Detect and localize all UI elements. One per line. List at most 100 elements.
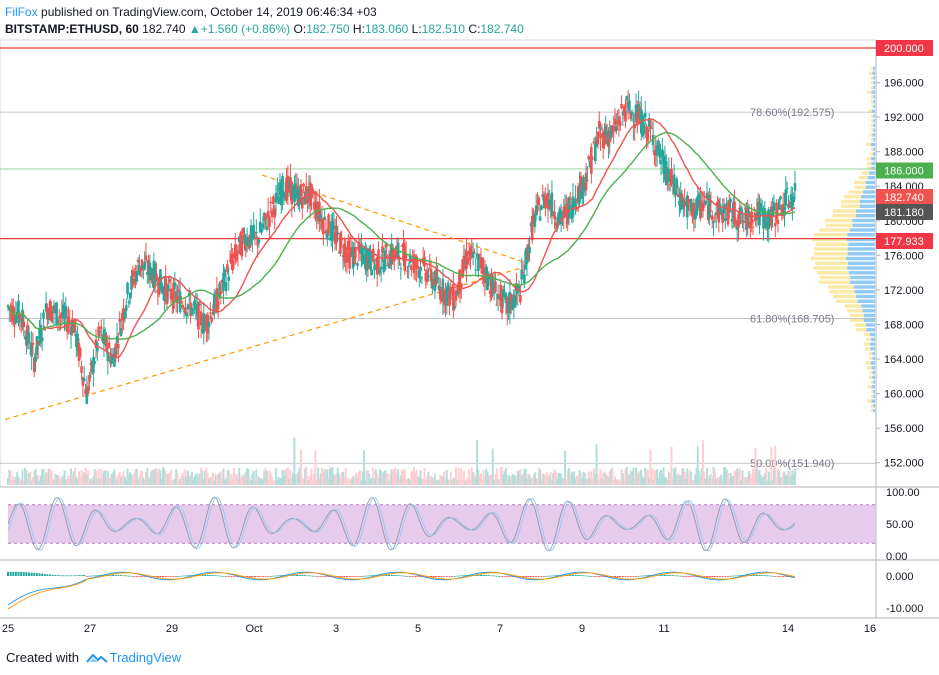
symbol-label: BITSTAMP:ETHUSD, 60 xyxy=(5,22,139,36)
volume-bar xyxy=(738,468,741,485)
publisher-name[interactable]: FilFox xyxy=(5,5,38,19)
volume-profile-bar xyxy=(872,133,875,137)
volume-bar xyxy=(665,477,668,485)
volume-bar xyxy=(786,475,789,485)
candle-body xyxy=(282,193,286,199)
tradingview-brand[interactable]: TradingView xyxy=(109,650,182,665)
candle-body xyxy=(19,319,23,321)
candle-body xyxy=(247,245,250,247)
volume-bar xyxy=(635,467,638,485)
volume-bar xyxy=(138,476,141,485)
volume-bar xyxy=(690,472,693,485)
volume-bar xyxy=(176,473,179,485)
candle-body xyxy=(541,194,545,197)
macd-hist-bar xyxy=(409,576,412,577)
volume-bar xyxy=(522,473,525,485)
volume-bar xyxy=(653,469,656,485)
volume-bar xyxy=(582,471,585,485)
candle-body xyxy=(255,231,258,234)
volume-bar xyxy=(386,473,389,485)
volume-bar xyxy=(715,478,718,485)
candle-body xyxy=(671,181,675,183)
volume-bar xyxy=(58,476,61,485)
volume-profile-bar xyxy=(871,408,874,413)
volume-profile-bar xyxy=(865,361,871,365)
candle-body xyxy=(52,304,56,313)
volume-bar xyxy=(575,475,578,485)
candle-body xyxy=(206,314,210,334)
macd-hist-bar xyxy=(366,575,369,577)
volume-bar xyxy=(152,470,155,485)
macd-hist-bar xyxy=(642,575,645,577)
volume-profile-bar xyxy=(866,166,872,170)
candle-body xyxy=(737,214,740,228)
candle-body xyxy=(674,189,677,195)
macd-pane[interactable]: 0.000-10.000 xyxy=(7,571,923,615)
volume-profile-bar xyxy=(867,399,872,403)
macd-hist-bar xyxy=(508,576,511,577)
candle-body xyxy=(484,266,488,282)
volume-bar xyxy=(637,472,640,485)
volume-bar xyxy=(363,450,366,485)
candle-body xyxy=(268,216,271,227)
candle-body xyxy=(218,283,221,298)
volume-bar xyxy=(430,475,433,485)
macd-hist-bar xyxy=(261,576,264,577)
candle-body xyxy=(364,254,367,270)
candle-body xyxy=(696,195,700,208)
candle-body xyxy=(630,111,634,115)
price-chart[interactable]: 78.60%(192.575)61.80%(168.705)50.00%(151… xyxy=(0,0,939,640)
macd-hist-bar xyxy=(674,575,677,577)
macd-hist-bar xyxy=(85,576,88,577)
volume-bar xyxy=(673,468,676,485)
volume-bar xyxy=(269,472,272,485)
candle-body xyxy=(683,200,686,207)
candle-body xyxy=(219,291,223,295)
candle-body xyxy=(302,183,305,187)
candle-body xyxy=(248,234,252,248)
candle-body xyxy=(679,192,682,210)
macd-hist-bar xyxy=(222,575,225,577)
candle-body xyxy=(362,247,366,251)
volume-bar xyxy=(494,474,497,485)
volume-profile-bar xyxy=(858,176,868,180)
volume-bar xyxy=(125,480,128,485)
macd-hist-bar xyxy=(464,575,467,576)
volume-bar xyxy=(607,476,610,485)
volume-profile-bar xyxy=(873,404,875,408)
volume-bar xyxy=(745,477,748,485)
candle-body xyxy=(13,320,16,324)
volume-profile-bar xyxy=(871,109,875,113)
volume-bar xyxy=(231,478,234,485)
macd-hist-bar xyxy=(235,576,238,577)
volume-bar xyxy=(17,476,20,485)
candle-body xyxy=(650,128,654,130)
volume-bar xyxy=(301,478,304,485)
candle-body xyxy=(164,277,167,296)
macd-hist-bar xyxy=(414,576,417,577)
candle-body xyxy=(708,195,711,218)
candle-body xyxy=(366,256,370,269)
candle-body xyxy=(322,221,325,235)
macd-hist-bar xyxy=(369,575,372,577)
volume-bar xyxy=(415,469,418,485)
volume-profile-bar xyxy=(871,100,874,104)
candle-body xyxy=(420,277,424,279)
candle-body xyxy=(733,201,736,224)
volume-bar xyxy=(518,471,521,485)
macd-hist-bar xyxy=(46,574,49,576)
candle-body xyxy=(373,265,376,271)
volume-bar xyxy=(77,471,80,485)
volume-bar xyxy=(719,476,722,485)
macd-hist-bar xyxy=(348,576,351,577)
volume-bar xyxy=(201,470,204,485)
candles xyxy=(6,90,797,405)
candle-body xyxy=(379,266,383,270)
candle-body xyxy=(402,242,405,261)
candle-body xyxy=(483,272,487,284)
volume-bar xyxy=(31,476,34,485)
candle-body xyxy=(59,315,62,319)
volume-bar xyxy=(16,471,19,485)
candle-body xyxy=(113,353,116,367)
